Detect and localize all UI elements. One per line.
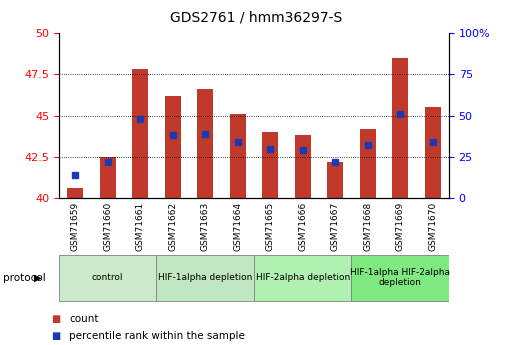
Bar: [197, 89, 213, 198]
Text: percentile rank within the sample: percentile rank within the sample: [69, 332, 245, 341]
Text: ■: ■: [51, 314, 61, 324]
Text: GSM71659: GSM71659: [71, 201, 80, 250]
Text: GSM71669: GSM71669: [396, 201, 405, 250]
Text: control: control: [92, 273, 124, 282]
Text: GSM71665: GSM71665: [266, 201, 274, 250]
Text: GSM71668: GSM71668: [363, 201, 372, 250]
Text: count: count: [69, 314, 99, 324]
Bar: [294, 136, 311, 198]
Bar: [67, 188, 83, 198]
Text: ▶: ▶: [34, 273, 43, 283]
Text: protocol: protocol: [3, 273, 45, 283]
Text: GSM71660: GSM71660: [103, 201, 112, 250]
Bar: [156, 255, 254, 301]
Text: GSM71664: GSM71664: [233, 201, 242, 250]
Text: GSM71663: GSM71663: [201, 201, 210, 250]
Bar: [59, 255, 156, 301]
Text: HIF-2alpha depletion: HIF-2alpha depletion: [255, 273, 350, 282]
Bar: [165, 96, 181, 198]
Text: GSM71666: GSM71666: [298, 201, 307, 250]
Bar: [327, 162, 343, 198]
Bar: [229, 114, 246, 198]
Text: GSM71661: GSM71661: [136, 201, 145, 250]
Bar: [392, 58, 408, 198]
Text: GSM71667: GSM71667: [331, 201, 340, 250]
Text: GSM71670: GSM71670: [428, 201, 437, 250]
Bar: [351, 255, 449, 301]
Text: HIF-1alpha HIF-2alpha
depletion: HIF-1alpha HIF-2alpha depletion: [350, 268, 450, 287]
Bar: [100, 157, 116, 198]
Bar: [254, 255, 351, 301]
Bar: [360, 129, 376, 198]
Bar: [262, 132, 278, 198]
Text: GDS2761 / hmm36297-S: GDS2761 / hmm36297-S: [170, 10, 343, 24]
Text: GSM71662: GSM71662: [168, 201, 177, 250]
Text: ■: ■: [51, 332, 61, 341]
Text: HIF-1alpha depletion: HIF-1alpha depletion: [158, 273, 252, 282]
Bar: [424, 107, 441, 198]
Bar: [132, 69, 148, 198]
